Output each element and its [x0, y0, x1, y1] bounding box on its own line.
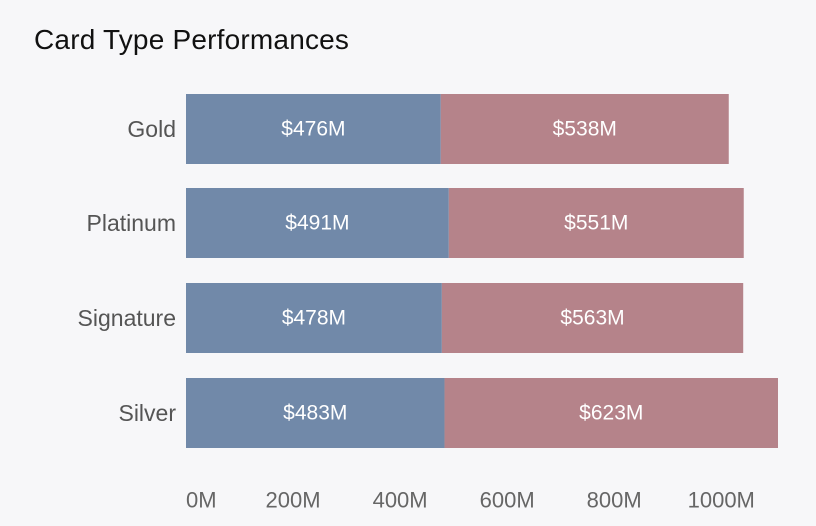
bar-segment-platinum-2: [448, 188, 744, 258]
category-labels: Gold Platinum Signature Silver: [78, 116, 177, 426]
bar-value-label-platinum-1: $491M: [285, 212, 349, 235]
category-label-silver: Silver: [118, 400, 176, 426]
bar-value-label-signature-2: $563M: [560, 307, 624, 330]
x-tick-label-0m: 0M: [186, 488, 217, 513]
category-label-gold: Gold: [127, 116, 176, 142]
bar-segment-platinum-1: [186, 188, 449, 258]
bar-segment-signature-1: [186, 283, 442, 353]
bar-value-label-signature-1: $478M: [282, 307, 346, 330]
bar-segment-signature-2: [441, 283, 744, 353]
bar-value-label-gold-2: $538M: [553, 118, 617, 141]
bar-segment-gold-2: [440, 94, 729, 164]
bar-value-label-gold-1: $476M: [281, 118, 345, 141]
bar-value-label-platinum-2: $551M: [564, 212, 628, 235]
bar-value-label-silver-2: $623M: [579, 402, 643, 425]
bar-segment-gold-1: [186, 94, 441, 164]
bar-segment-silver-1: [186, 378, 445, 448]
x-tick-label-600m: 600M: [480, 488, 535, 513]
chart-title: Card Type Performances: [34, 24, 350, 55]
x-tick-label-200m: 200M: [266, 488, 321, 513]
x-tick-label-800m: 800M: [587, 488, 642, 513]
x-axis-ticks: 0M 200M 400M 600M 800M 1000M: [186, 488, 755, 513]
category-label-signature: Signature: [78, 305, 176, 331]
category-label-platinum: Platinum: [87, 210, 176, 236]
bar-value-label-silver-1: $483M: [283, 402, 347, 425]
bars-group: $476M $538M $491M $551M $478M $563M $483M $623M: [186, 94, 778, 448]
x-tick-label-400m: 400M: [373, 488, 428, 513]
bar-segment-silver-2: [444, 378, 778, 448]
x-tick-label-1000m: 1000M: [688, 488, 755, 513]
